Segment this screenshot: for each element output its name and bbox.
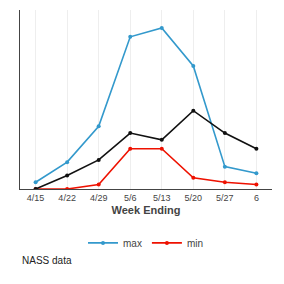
svg-text:Week Ending: Week Ending — [112, 204, 181, 216]
svg-text:5/6: 5/6 — [124, 193, 137, 203]
svg-text:4/15: 4/15 — [27, 193, 45, 203]
svg-text:4/22: 4/22 — [58, 193, 76, 203]
svg-text:NASS data: NASS data — [22, 255, 72, 266]
svg-text:6: 6 — [254, 193, 259, 203]
svg-text:5/27: 5/27 — [216, 193, 234, 203]
svg-text:4/29: 4/29 — [90, 193, 108, 203]
svg-text:max: max — [123, 238, 142, 249]
svg-text:min: min — [187, 238, 203, 249]
svg-text:5/20: 5/20 — [185, 193, 203, 203]
svg-text:5/13: 5/13 — [153, 193, 171, 203]
